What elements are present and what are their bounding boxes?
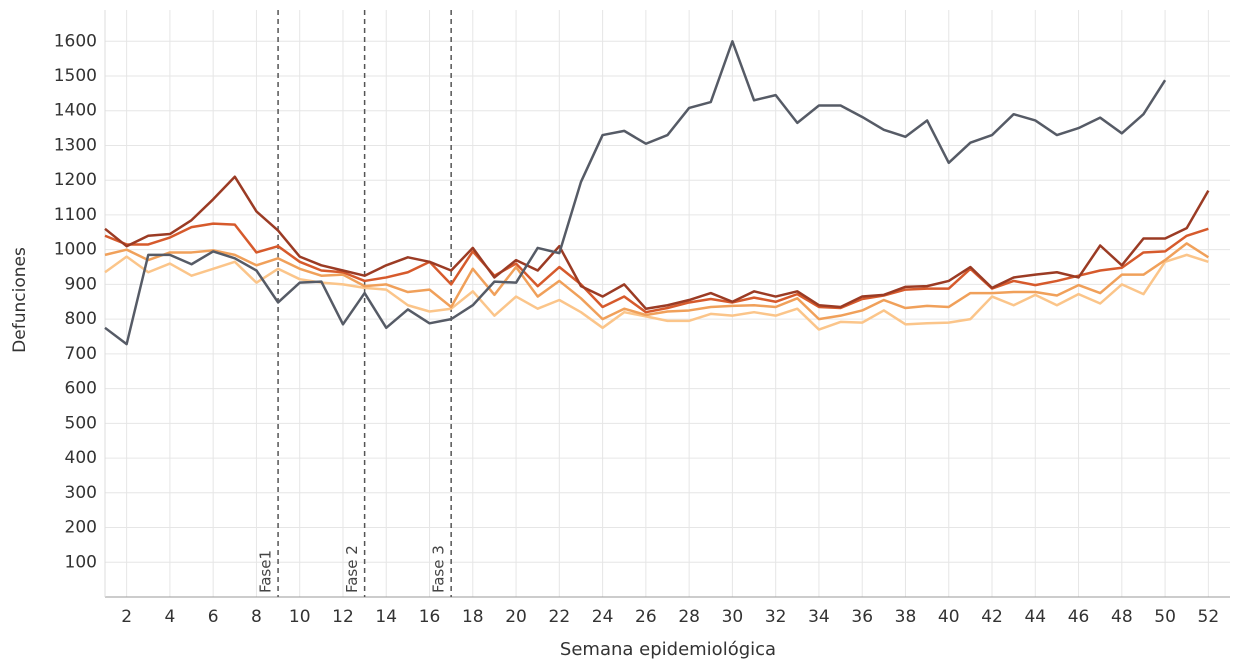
y-tick-label: 1100 [54,205,97,225]
y-tick-label: 100 [65,552,97,572]
y-tick-label: 1400 [54,101,97,121]
x-tick-label: 20 [505,607,527,627]
y-tick-label: 1000 [54,240,97,260]
x-tick-label: 34 [808,607,830,627]
series-line [104,222,1209,314]
y-tick-label: 1300 [54,135,97,155]
x-tick-label: 50 [1154,607,1176,627]
x-tick-label: 42 [981,607,1003,627]
y-axis-label: Defunciones [10,247,30,353]
x-tick-label: 14 [375,607,397,627]
x-tick-label: 48 [1111,607,1133,627]
y-tick-label: 400 [65,448,97,468]
phase-label: Fase 2 [343,545,361,593]
x-axis-label: Semana epidemiológica [560,639,776,659]
series-line [104,242,1210,321]
x-tick-label: 12 [332,607,354,627]
x-tick-label: 52 [1198,607,1220,627]
x-tick-label: 22 [549,607,571,627]
y-tick-label: 300 [65,483,97,503]
y-tick-label: 800 [65,309,97,329]
x-tick-label: 26 [635,607,657,627]
x-tick-label: 38 [895,607,917,627]
series-line [104,253,1209,331]
x-tick-label: 32 [765,607,787,627]
x-tick-label: 8 [251,607,262,627]
series-line [104,175,1210,310]
x-tick-label: 4 [164,607,175,627]
y-tick-label: 500 [65,413,97,433]
x-tick-label: 10 [289,607,311,627]
y-tick-label: 1200 [54,170,97,190]
x-tick-label: 18 [462,607,484,627]
x-tick-label: 40 [938,607,960,627]
series-line [104,40,1167,346]
x-tick-label: 28 [678,607,700,627]
phase-label: Fase 3 [430,545,448,593]
x-tick-label: 36 [851,607,873,627]
x-tick-label: 46 [1068,607,1090,627]
phase-label: Fase1 [257,550,275,593]
x-tick-label: 2 [121,607,132,627]
y-tick-label: 1600 [54,31,97,51]
x-tick-label: 16 [419,607,441,627]
x-tick-label: 6 [208,607,219,627]
y-tick-label: 900 [65,274,97,294]
x-tick-label: 24 [592,607,614,627]
y-tick-label: 600 [65,379,97,399]
y-tick-label: 1500 [54,66,97,86]
y-tick-label: 200 [65,518,97,538]
x-tick-label: 44 [1024,607,1046,627]
x-tick-label: 30 [722,607,744,627]
y-tick-label: 700 [65,344,97,364]
